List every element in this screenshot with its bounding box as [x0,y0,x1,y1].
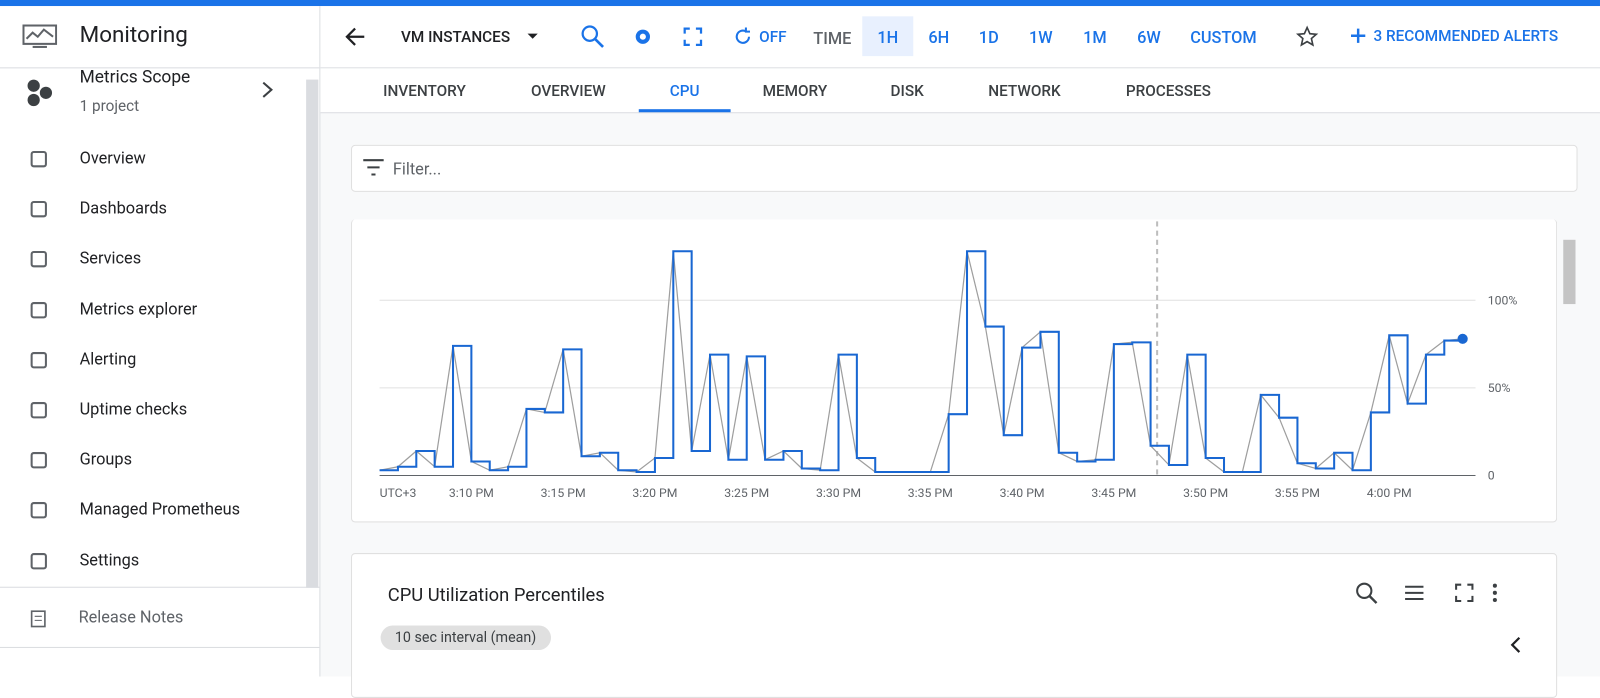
time-label: TIME [813,28,852,48]
top-bar [0,0,1600,7]
chart: 0 50% 100% UTC+3 3:10 PM 3:15 PM 3:20 PM 3:25 P… [379,221,1518,500]
nav-icon [30,452,47,469]
tab[interactable]: NETWORK [988,81,1061,100]
nav-icon [30,502,47,519]
nav-item[interactable]: Overview [79,147,146,168]
nav-item[interactable]: Managed Prometheus [79,499,241,519]
x-tick-label: 3:25 PM [724,486,769,500]
filter-placeholder: Filter... [392,159,442,179]
time-range[interactable]: 1D [978,27,999,47]
nav-item[interactable]: Settings [79,549,140,569]
auto-refresh[interactable]: OFF [759,27,787,46]
app-title: Monitoring [79,22,188,48]
nav-item[interactable]: Uptime checks [79,398,188,419]
recommended-alerts[interactable]: 3 RECOMMENDED ALERTS [1373,26,1559,45]
tab-bar [320,68,1600,114]
nav-item[interactable]: Alerting [79,348,137,369]
time-range[interactable]: 6H [928,27,950,47]
settings-button[interactable] [632,26,654,48]
star-button[interactable] [1295,25,1319,48]
tab[interactable]: MEMORY [762,81,828,100]
card-title: CPU Utilization Percentiles [387,584,605,607]
y-tick-label: 0 [1488,469,1495,483]
nav-item[interactable]: Metrics explorer [79,298,198,318]
y-tick-label: 100% [1488,293,1518,307]
time-range[interactable]: 1M [1083,27,1107,47]
nav-icon [30,301,47,318]
series-line [379,251,1463,473]
nav-item[interactable]: Dashboards [79,198,167,218]
scope-subtitle: 1 project [79,96,140,116]
tab[interactable]: OVERVIEW [530,81,606,100]
refresh-icon[interactable] [733,26,753,48]
x-tick-label: 3:40 PM [1000,486,1045,500]
series-line [379,250,1464,474]
tab[interactable]: PROCESSES [1125,81,1211,100]
time-range[interactable]: 1W [1028,27,1053,47]
y-tick-label: 50% [1488,381,1511,395]
nav-icon [30,151,47,168]
resource-selector[interactable]: VM INSTANCES [401,27,511,46]
x-tick-label: 3:50 PM [1183,486,1228,500]
x-tick-label: 3:55 PM [1275,486,1320,500]
nav-icon [30,402,47,419]
tab[interactable]: DISK [890,81,924,100]
nav-icon [30,351,47,369]
x-tick-label: 3:15 PM [541,486,586,500]
nav-item[interactable]: Services [79,248,142,268]
nav-item[interactable]: Groups [79,449,132,469]
time-range[interactable]: 1H [877,27,899,47]
scope-title[interactable]: Metrics Scope [79,67,191,88]
time-range[interactable]: 6W [1137,27,1161,47]
chevron[interactable] [259,80,275,100]
nav-icon [30,552,47,569]
x-tick-label: 3:10 PM [449,486,494,500]
zoom-reset[interactable] [580,23,607,50]
card-actions[interactable] [1352,581,1515,608]
percentiles-card: CPU Utilization Percentiles 10 sec inter… [351,553,1558,698]
nav-icon [30,201,47,218]
release-notes[interactable]: Release Notes [78,607,184,627]
time-range[interactable]: CUSTOM [1190,27,1257,47]
x-tick-label: 3:35 PM [908,486,953,500]
tab-indicator [638,109,731,113]
tab[interactable]: INVENTORY [383,81,466,100]
sidebar: Monitoring Metrics Scope 1 project Relea… [0,6,321,677]
range-selected [862,16,914,57]
fullscreen-button[interactable] [683,27,703,47]
interval-chip[interactable]: 10 sec interval (mean) [380,625,551,650]
nav-icon [30,251,47,268]
toolbar: VM INSTANCES OFF TIME 3 RECOMMENDED ALER… [320,6,1600,69]
x-tick-label: 4:00 PM [1367,486,1412,500]
scope-icon [27,79,53,107]
logo [22,24,58,48]
x-tick-label: 3:30 PM [816,486,861,500]
notes-icon [30,610,46,628]
x-tick-label: 3:45 PM [1091,486,1136,500]
tab[interactable]: CPU [669,81,700,100]
last-point [1457,333,1468,344]
x-axis-label: UTC+3 [380,486,417,500]
back-button[interactable] [343,24,367,48]
x-tick-label: 3:20 PM [632,486,677,500]
filter-bar[interactable]: Filter... [351,144,1578,192]
